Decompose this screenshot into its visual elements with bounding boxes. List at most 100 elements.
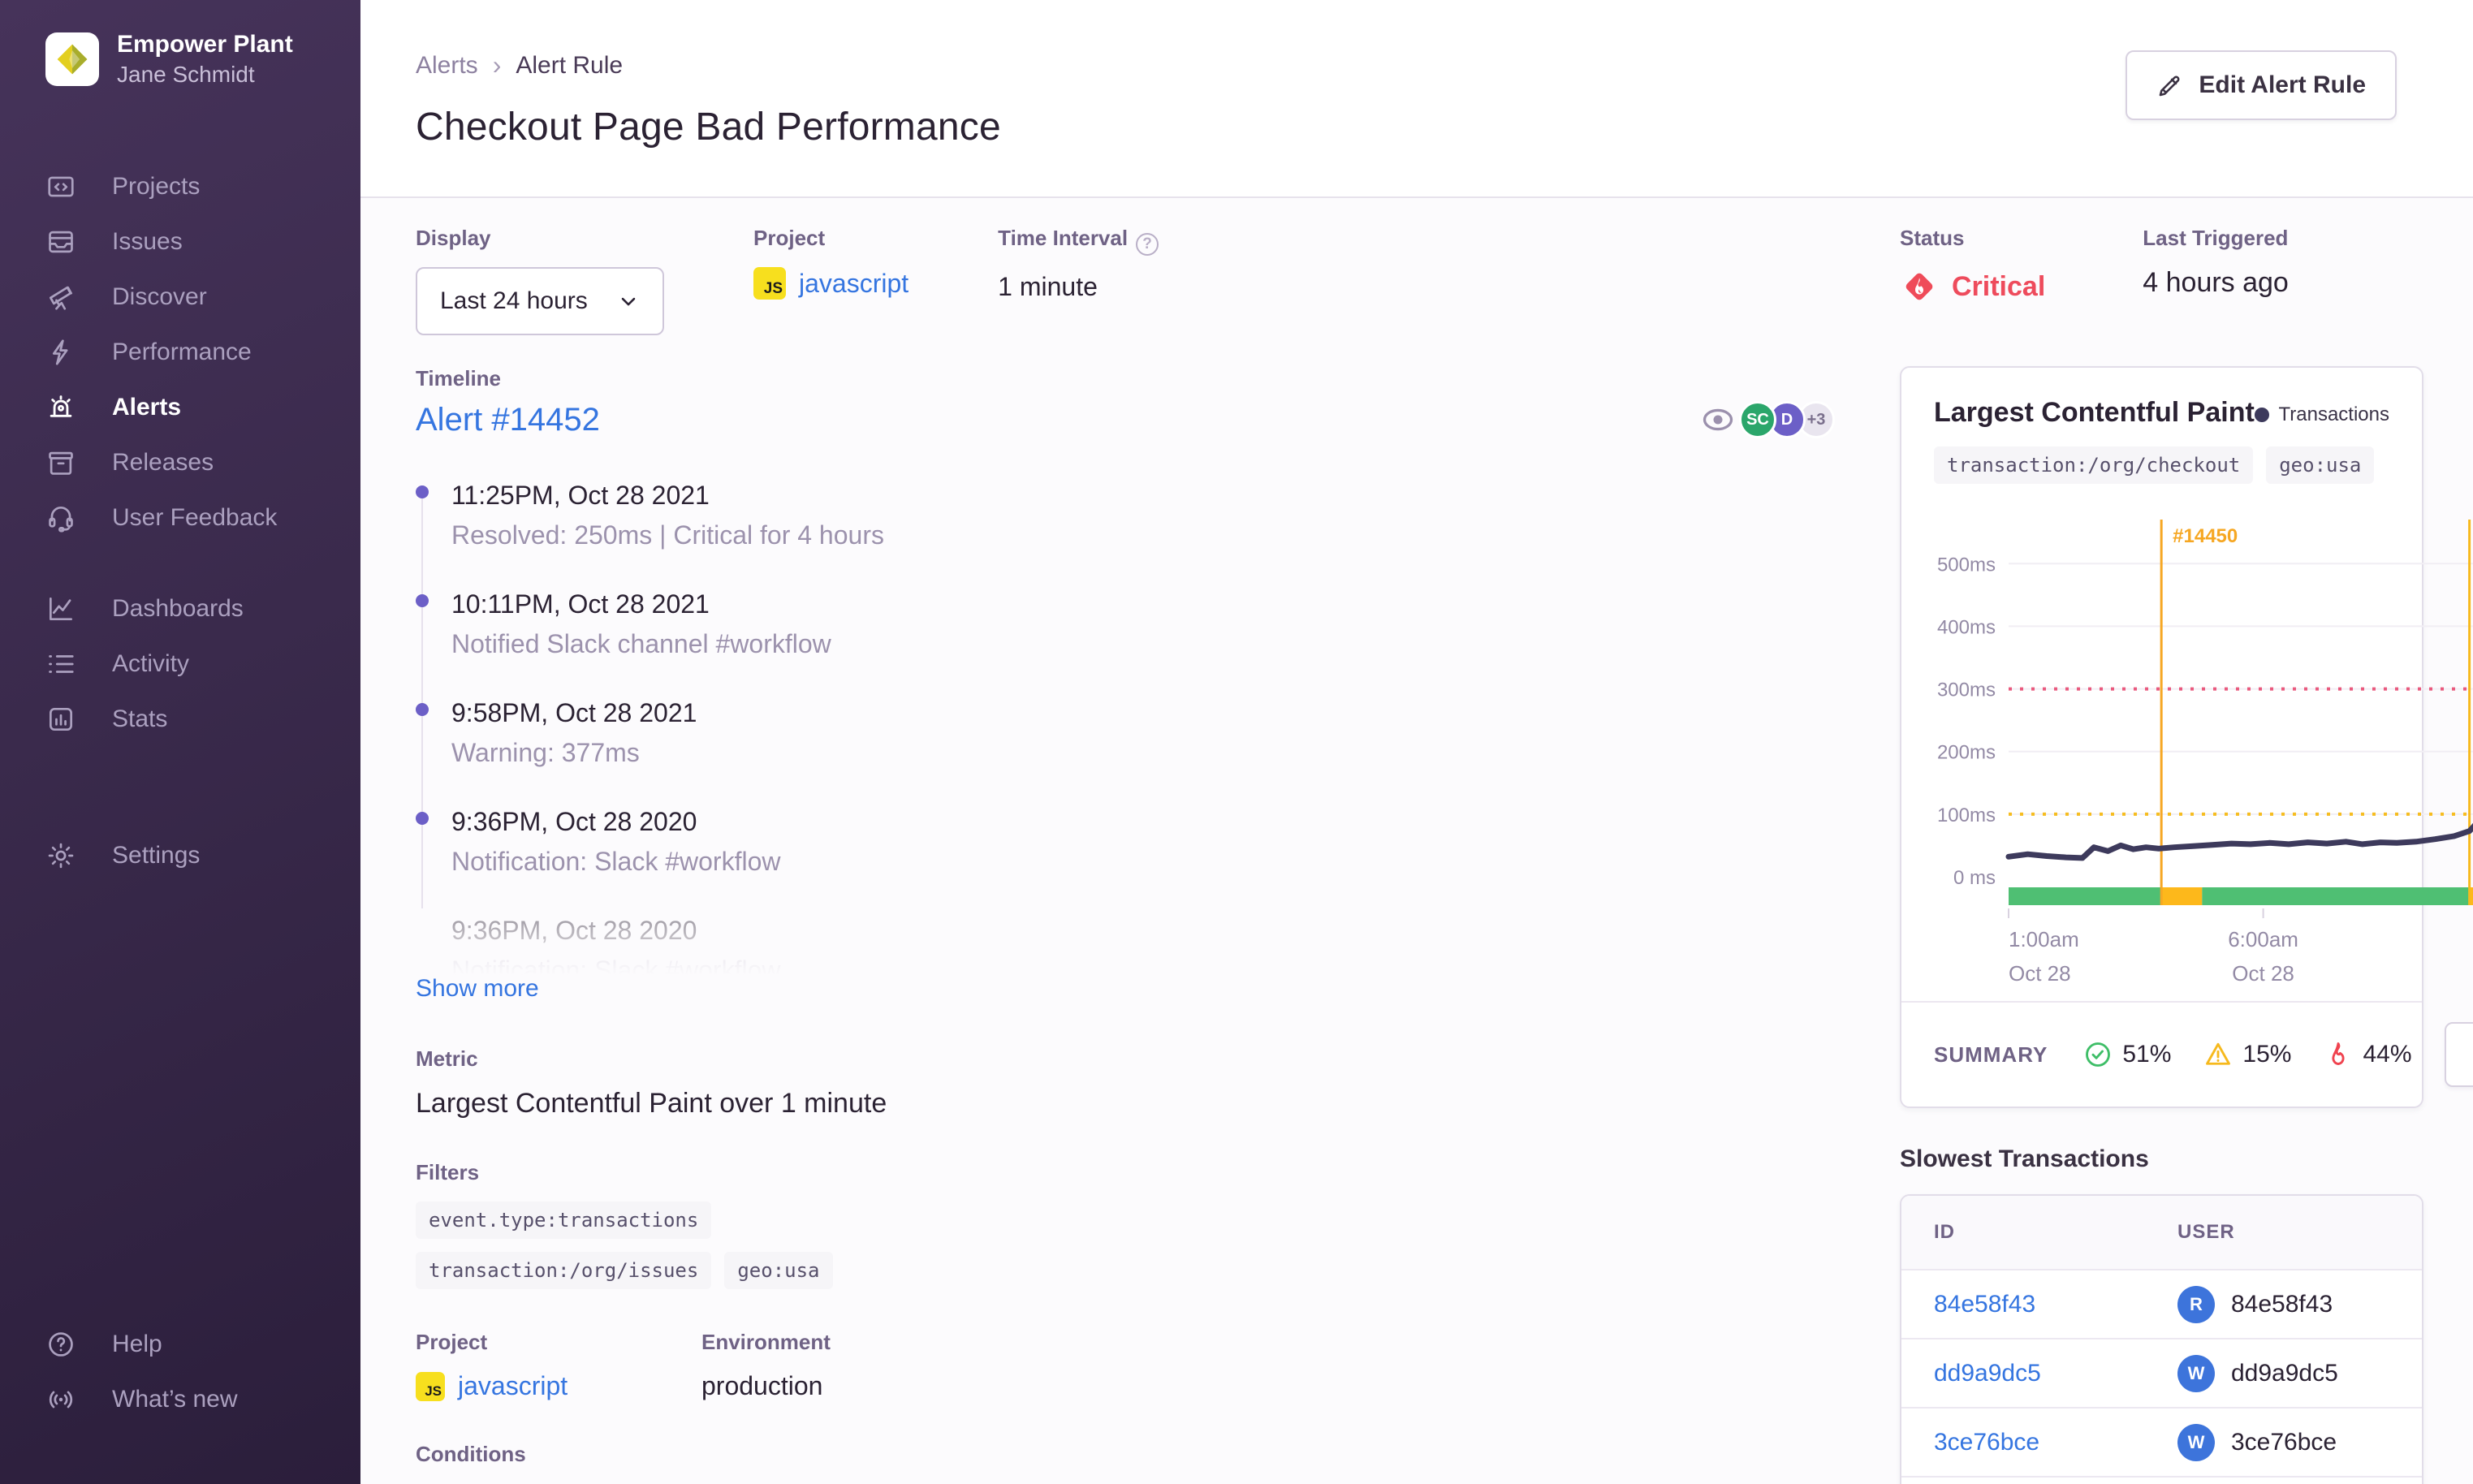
sidebar-item-stats[interactable]: Stats — [45, 692, 360, 747]
legend-dot-icon — [2254, 408, 2269, 422]
chart-tag: transaction:/org/checkout — [1934, 446, 2254, 484]
filter-tag: event.type:transactions — [416, 1201, 712, 1239]
sidebar-item-whats-new[interactable]: What’s new — [45, 1372, 360, 1427]
svg-text:0 ms: 0 ms — [1953, 867, 1996, 889]
flame-icon — [2332, 1042, 2346, 1065]
status-group: Status Critical — [1900, 226, 2045, 366]
watchers: SC D +3 — [1700, 401, 1835, 438]
stats-icon — [49, 707, 73, 731]
chart-tag: geo:usa — [2266, 446, 2375, 484]
project-link[interactable]: javascript — [458, 1371, 568, 1400]
svg-text:200ms: 200ms — [1937, 742, 1996, 764]
svg-text:100ms: 100ms — [1937, 805, 1996, 826]
svg-text:#14450: #14450 — [2173, 525, 2238, 547]
svg-text:500ms: 500ms — [1937, 554, 1996, 576]
sidebar-item-help[interactable]: Help — [45, 1317, 360, 1372]
dashboards-icon — [49, 597, 73, 620]
org-name: Empower Plant — [117, 31, 293, 58]
sidebar-item-issues[interactable]: Issues — [45, 214, 360, 270]
issues-icon — [49, 231, 73, 253]
environment-block: Environment production — [701, 1330, 831, 1401]
svg-text:6:00am: 6:00am — [2228, 927, 2298, 951]
show-more-link[interactable]: Show more — [416, 975, 539, 1002]
sidebar-item-label: Alerts — [112, 393, 182, 421]
javascript-platform-icon: JS — [753, 267, 786, 300]
last-triggered-label: Last Triggered — [2143, 226, 2289, 250]
user-avatar: W — [2177, 1423, 2215, 1461]
conditions-label: Conditions — [416, 1442, 526, 1466]
timeline-entries: 11:25PM, Oct 28 2021 Resolved: 250ms | C… — [416, 481, 1835, 1006]
main-area: Alerts › Alert Rule Checkout Page Bad Pe… — [360, 0, 2473, 1484]
sidebar-item-label: Settings — [112, 841, 201, 869]
open-in-discover-button[interactable]: Open in Discover — [2444, 1022, 2473, 1087]
slowest-transactions-heading: Slowest Transactions — [1900, 1145, 2149, 1172]
filter-tag: transaction:/org/issues — [416, 1252, 712, 1289]
project-group: Project JS javascript — [753, 226, 908, 335]
status-label: Status — [1900, 226, 1965, 250]
side-panel: Timeline Alert #14452 SC D +3 11:25PM, O… — [416, 366, 1835, 1484]
sidebar-item-discover[interactable]: Discover — [45, 270, 360, 325]
sidebar-item-label: User Feedback — [112, 503, 278, 531]
project-block: Project JS javascript — [416, 1330, 701, 1401]
org-switcher[interactable]: Empower Plant Jane Schmidt — [45, 29, 360, 89]
sidebar-item-label: Releases — [112, 448, 214, 476]
sidebar-item-alerts[interactable]: Alerts — [45, 380, 360, 435]
org-identity: Empower Plant Jane Schmidt — [117, 29, 293, 89]
breadcrumb-alerts[interactable]: Alerts — [416, 51, 478, 79]
user-feedback-icon — [49, 506, 73, 533]
metric-label: Metric — [416, 1046, 478, 1071]
pencil-icon — [2160, 75, 2180, 97]
sidebar-item-user-feedback[interactable]: User Feedback — [45, 490, 360, 546]
timeline-dot-icon — [416, 703, 429, 716]
svg-text:1:00am: 1:00am — [2009, 927, 2079, 951]
project-link[interactable]: javascript — [799, 268, 909, 298]
summary-warn: 15% — [2203, 1040, 2291, 1069]
filter-tag: geo:usa — [724, 1252, 833, 1289]
sidebar-item-performance[interactable]: Performance — [45, 325, 360, 380]
summary-pass: 51% — [2083, 1040, 2171, 1069]
releases-icon — [49, 451, 73, 475]
sidebar-item-label: Dashboards — [112, 594, 244, 622]
display-dropdown[interactable]: Last 24 hours — [416, 267, 664, 335]
sidebar-item-dashboards[interactable]: Dashboards — [45, 581, 360, 636]
slowest-transactions-section: Slowest Transactions ID USER DURATION TI… — [1900, 1108, 2423, 1484]
chevron-right-icon: › — [492, 50, 502, 80]
table-header-row: ID USER DURATION TIMESTAMP COMPARED TO B… — [1901, 1196, 2422, 1269]
page-title: Checkout Page Bad Performance — [416, 106, 1001, 149]
svg-text:400ms: 400ms — [1937, 616, 1996, 638]
transaction-id-link[interactable]: 84e58f43 — [1934, 1290, 2036, 1318]
transaction-id-link[interactable]: 3ce76bce — [1934, 1428, 2040, 1456]
chart-title: Largest Contentful Paint — [1934, 397, 2255, 428]
lcp-chart-svg[interactable]: 0 ms100ms200ms300ms400ms500ms#14450#1445… — [1934, 495, 2473, 992]
status-bar: Status Critical Last Triggered 4 hours a… — [1900, 226, 2423, 366]
sidebar-item-releases[interactable]: Releases — [45, 435, 360, 490]
transactions-table: ID USER DURATION TIMESTAMP COMPARED TO B… — [1900, 1194, 2423, 1484]
timeline-entry: 9:36PM, Oct 28 2020 Notification: Slack … — [416, 807, 1835, 877]
environment-label: Environment — [701, 1330, 831, 1354]
javascript-platform-icon: JS — [416, 1371, 445, 1401]
edit-alert-rule-button[interactable]: Edit Alert Rule — [2126, 50, 2397, 120]
filters-bar: Display Last 24 hours Project JS javascr… — [416, 226, 1835, 335]
timeline-dot-icon — [416, 812, 429, 825]
timeline-dot-icon — [416, 594, 429, 607]
help-circle-icon[interactable]: ? — [1136, 233, 1159, 256]
org-user: Jane Schmidt — [117, 61, 255, 87]
timeline-entry: 9:58PM, Oct 28 2021 Warning: 377ms — [416, 698, 1835, 768]
summary-fail: 44% — [2324, 1040, 2412, 1069]
last-triggered-group: Last Triggered 4 hours ago — [2143, 226, 2289, 366]
sidebar-item-activity[interactable]: Activity — [45, 636, 360, 692]
settings-icon — [48, 843, 74, 869]
user-avatar: R — [2177, 1285, 2215, 1323]
org-logo-icon — [45, 32, 99, 86]
page-header: Alerts › Alert Rule Checkout Page Bad Pe… — [360, 0, 2473, 198]
sidebar-item-label: What’s new — [112, 1386, 238, 1413]
help-icon — [49, 1332, 73, 1357]
timeline-rail — [421, 490, 423, 908]
sidebar-item-settings[interactable]: Settings — [45, 828, 360, 883]
sidebar-item-projects[interactable]: Projects — [45, 159, 360, 214]
timeline-alert-link[interactable]: Alert #14452 — [416, 401, 600, 438]
watcher-avatar: SC — [1739, 401, 1776, 438]
transaction-id-link[interactable]: dd9a9dc5 — [1934, 1359, 2041, 1387]
timeline-entry: 11:25PM, Oct 28 2021 Resolved: 250ms | C… — [416, 481, 1835, 550]
